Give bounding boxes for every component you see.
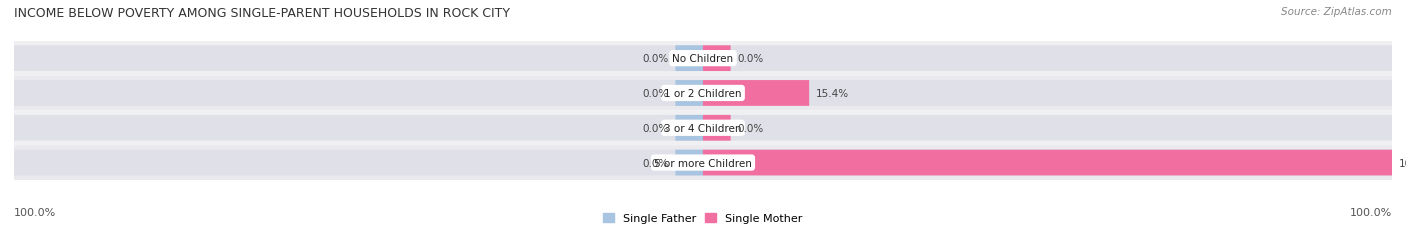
Text: 0.0%: 0.0% — [643, 158, 669, 168]
FancyBboxPatch shape — [14, 46, 703, 72]
FancyBboxPatch shape — [14, 146, 1392, 180]
Legend: Single Father, Single Mother: Single Father, Single Mother — [603, 213, 803, 223]
FancyBboxPatch shape — [14, 116, 703, 141]
Text: 0.0%: 0.0% — [643, 88, 669, 99]
FancyBboxPatch shape — [703, 116, 731, 141]
FancyBboxPatch shape — [703, 150, 1392, 176]
FancyBboxPatch shape — [14, 150, 703, 176]
FancyBboxPatch shape — [703, 150, 1392, 176]
FancyBboxPatch shape — [703, 46, 731, 72]
FancyBboxPatch shape — [703, 116, 1392, 141]
FancyBboxPatch shape — [675, 150, 703, 176]
FancyBboxPatch shape — [703, 81, 810, 106]
Text: 100.0%: 100.0% — [14, 207, 56, 217]
Text: 0.0%: 0.0% — [738, 123, 763, 133]
Text: 1 or 2 Children: 1 or 2 Children — [664, 88, 742, 99]
Text: 0.0%: 0.0% — [738, 54, 763, 64]
FancyBboxPatch shape — [675, 81, 703, 106]
FancyBboxPatch shape — [14, 42, 1392, 76]
Text: 5 or more Children: 5 or more Children — [654, 158, 752, 168]
Text: 15.4%: 15.4% — [815, 88, 849, 99]
Text: 100.0%: 100.0% — [1350, 207, 1392, 217]
Text: 3 or 4 Children: 3 or 4 Children — [664, 123, 742, 133]
FancyBboxPatch shape — [675, 116, 703, 141]
Text: 0.0%: 0.0% — [643, 54, 669, 64]
FancyBboxPatch shape — [14, 81, 703, 106]
Text: INCOME BELOW POVERTY AMONG SINGLE-PARENT HOUSEHOLDS IN ROCK CITY: INCOME BELOW POVERTY AMONG SINGLE-PARENT… — [14, 7, 510, 20]
FancyBboxPatch shape — [703, 46, 1392, 72]
FancyBboxPatch shape — [703, 81, 1392, 106]
Text: 100.0%: 100.0% — [1399, 158, 1406, 168]
FancyBboxPatch shape — [14, 76, 1392, 111]
Text: Source: ZipAtlas.com: Source: ZipAtlas.com — [1281, 7, 1392, 17]
Text: No Children: No Children — [672, 54, 734, 64]
FancyBboxPatch shape — [14, 111, 1392, 146]
FancyBboxPatch shape — [675, 46, 703, 72]
Text: 0.0%: 0.0% — [643, 123, 669, 133]
